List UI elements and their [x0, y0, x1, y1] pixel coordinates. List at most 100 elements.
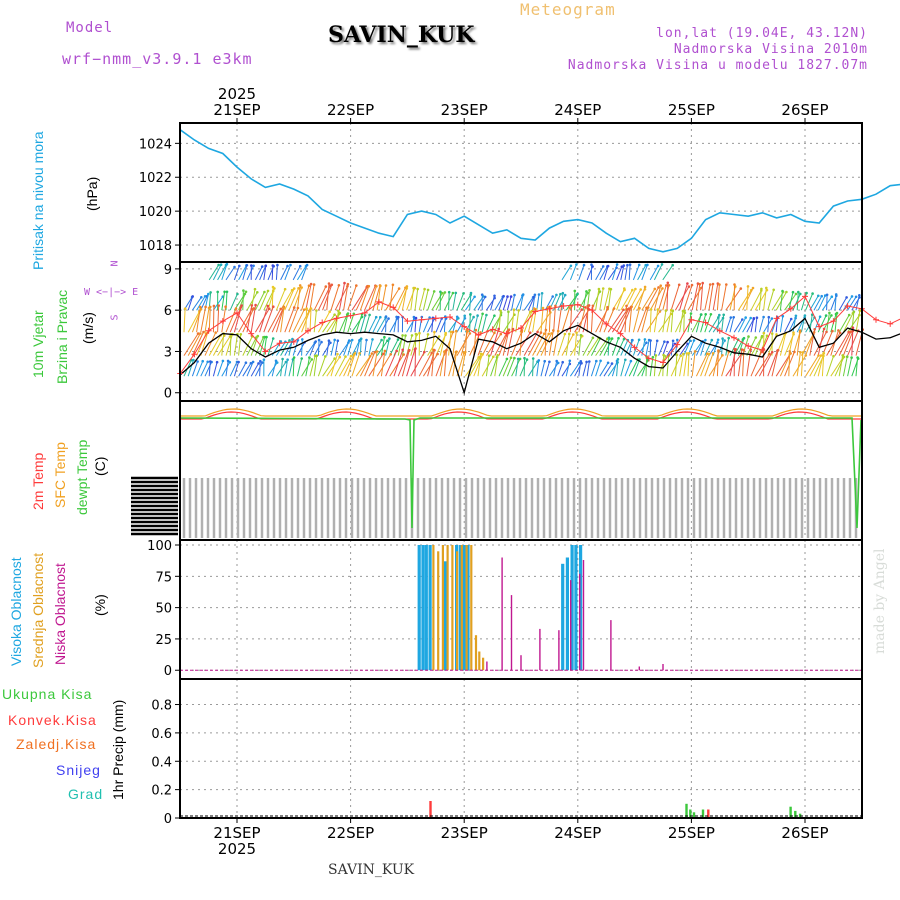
cloud-bar — [462, 545, 466, 671]
wind-arrow-head — [337, 309, 340, 313]
wind-arrow-head — [676, 338, 679, 342]
wind-arrow-head — [301, 338, 304, 341]
wind-gust-marker — [532, 308, 539, 315]
wind-arrow — [670, 310, 674, 333]
wind-arrow — [817, 328, 825, 356]
wind-arrow — [217, 264, 227, 281]
precip-bar — [789, 806, 792, 818]
wind-arrow-head — [249, 361, 253, 365]
wind-arrow — [271, 307, 284, 333]
wind-arrow — [754, 289, 768, 311]
wind-arrow-head — [370, 352, 374, 355]
wind-arrow-head — [568, 359, 572, 363]
wind-arrow-head — [725, 283, 728, 286]
wind-arrow — [196, 296, 206, 311]
wind-arrow-head — [770, 350, 774, 354]
wind-arrow — [250, 363, 259, 377]
wind-arrow-head — [793, 350, 796, 354]
wind-arrow — [221, 291, 226, 311]
wind-arrow — [326, 340, 330, 356]
wind-arrow-head — [199, 332, 202, 335]
wind-gust-marker — [475, 331, 482, 338]
wind-arrow — [397, 350, 410, 377]
wind-arrow-head — [723, 339, 726, 342]
wind-arrow — [595, 360, 602, 377]
wind-arrow-head — [380, 338, 383, 342]
wind-arrow-head — [242, 289, 245, 292]
wind-arrow — [296, 342, 306, 356]
wind-arrow — [805, 293, 814, 311]
wind-arrow — [225, 334, 233, 356]
wind-arrow-head — [492, 355, 495, 359]
wind-arrow — [330, 312, 341, 333]
wind-arrow — [847, 296, 857, 311]
wind-arrow-head — [463, 314, 467, 318]
wind-gust-marker — [560, 303, 567, 310]
cloud-bar — [417, 545, 421, 671]
day-label-bottom: 25SEP — [668, 824, 715, 842]
wind-gust-marker — [333, 315, 340, 322]
wind-arrow-head — [661, 287, 664, 290]
wind-arrow-head — [746, 285, 750, 288]
wind-arrow — [847, 330, 859, 356]
wind-arrow — [376, 354, 392, 377]
wind-arrow-head — [445, 348, 448, 352]
wind-arrow-head — [606, 305, 609, 309]
wind-arrow-head — [732, 316, 735, 319]
wind-arrow-head — [586, 304, 590, 308]
wind-arrow-head — [288, 339, 291, 342]
wind-arrow — [826, 356, 834, 377]
wind-arrow — [855, 310, 861, 333]
wind-arrow-head — [223, 290, 226, 294]
wind-arrow — [254, 308, 270, 333]
wind-arrow-head — [824, 314, 828, 317]
wind-arrow — [842, 356, 848, 377]
wind-arrow — [254, 291, 265, 311]
wind-arrow — [796, 352, 801, 377]
wind-arrow — [721, 284, 727, 311]
wind-arrow — [670, 340, 674, 356]
wind-arrow — [418, 288, 426, 311]
wind-arrow — [830, 330, 839, 356]
wind-arrow — [368, 286, 377, 311]
wind-arrow-head — [572, 333, 575, 336]
wind-arrow — [784, 318, 792, 333]
wind-arrow-head — [509, 356, 513, 360]
wind-arrow-head — [374, 315, 378, 319]
wind-arrow-head — [721, 337, 724, 340]
wind-arrow — [700, 314, 707, 333]
wind-arrow-head — [428, 316, 431, 319]
wind-arrow-head — [191, 295, 194, 298]
wind-arrow-head — [497, 327, 501, 331]
wind-arrow-head — [718, 283, 721, 286]
wind-arrow — [683, 353, 688, 377]
wind-arrow — [708, 283, 714, 311]
wind-arrow — [334, 356, 346, 377]
wind-arrow-head — [830, 314, 833, 317]
wind-arrow-head — [665, 284, 668, 287]
wind-arrow-head — [386, 339, 389, 343]
wind-arrow-head — [711, 282, 715, 286]
wind-arrow — [196, 306, 201, 333]
wind-gust-marker — [418, 316, 425, 323]
wind-arrow-head — [423, 287, 426, 291]
wind-arrow-head — [765, 286, 768, 290]
wind-arrow-head — [622, 337, 626, 341]
wind-arrow-head — [474, 328, 478, 332]
wind-arrow-head — [658, 310, 662, 313]
wind-arrow — [599, 288, 604, 311]
wind-arrow — [771, 350, 779, 377]
wind-arrow-head — [775, 333, 778, 336]
wind-arrow — [238, 265, 247, 281]
wind-arrow — [364, 352, 376, 377]
wind-arrow-head — [462, 292, 465, 295]
wind-arrow — [548, 306, 551, 333]
wind-arrow — [221, 361, 231, 377]
wind-arrow — [254, 362, 263, 377]
wind-arrow-head — [260, 265, 264, 268]
wind-arrow — [548, 330, 554, 356]
wind-arrow — [666, 282, 669, 311]
wind-arrow — [460, 351, 466, 377]
y-tick-label: 0.2 — [151, 784, 172, 799]
wind-arrow — [242, 362, 252, 377]
